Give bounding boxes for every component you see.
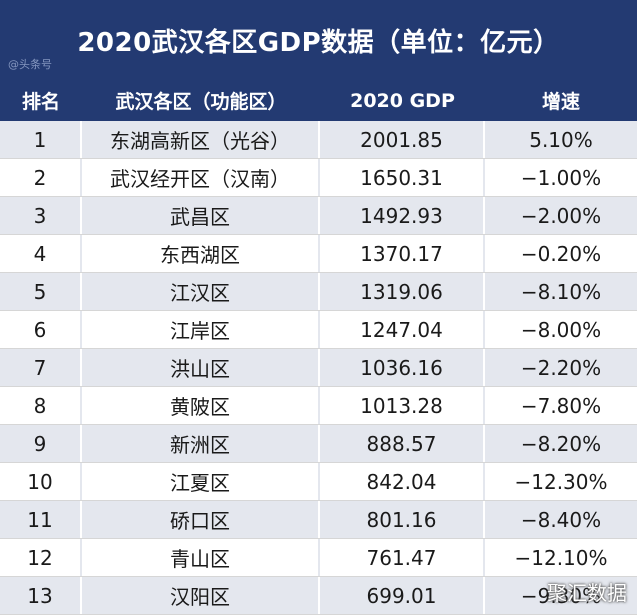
header-growth: 增速 — [541, 91, 580, 113]
district-cell: 武昌区 — [82, 197, 320, 234]
growth-cell: −1.00% — [520, 165, 602, 190]
rank-cell: 7 — [0, 349, 82, 386]
growth-cell: −8.00% — [520, 317, 602, 342]
district-cell: 江岸区 — [82, 311, 320, 348]
rank-cell: 6 — [0, 311, 82, 348]
district-cell: 东湖高新区（光谷） — [82, 121, 320, 158]
table-row: 3 武昌区 1492.93 −2.00% — [0, 197, 637, 235]
table-row: 9 新洲区 888.57 −8.20% — [0, 425, 637, 463]
header-district: 武汉各区（功能区） — [115, 91, 287, 113]
table-row: 2 武汉经开区（汉南） 1650.31 −1.00% — [0, 159, 637, 197]
table-row: 13 汉阳区 699.01 −9.30% — [0, 577, 637, 615]
district-cell: 青山区 — [82, 539, 320, 576]
rank-cell: 4 — [0, 235, 82, 272]
district-cell: 东西湖区 — [82, 235, 320, 272]
gdp-cell: 1247.04 — [320, 311, 485, 348]
growth-cell: −12.30% — [514, 469, 608, 494]
table-row: 5 江汉区 1319.06 −8.10% — [0, 273, 637, 311]
table-row: 12 青山区 761.47 −12.10% — [0, 539, 637, 577]
rank-cell: 8 — [0, 387, 82, 424]
rank-cell: 13 — [0, 577, 82, 614]
growth-cell: −8.10% — [520, 279, 602, 304]
growth-cell: −2.20% — [520, 355, 602, 380]
gdp-cell: 888.57 — [320, 425, 485, 462]
growth-cell: 5.10% — [529, 127, 593, 152]
rank-cell: 9 — [0, 425, 82, 462]
district-cell: 硚口区 — [82, 501, 320, 538]
gdp-cell: 761.47 — [320, 539, 485, 576]
growth-cell: −2.00% — [520, 203, 602, 228]
gdp-cell: 1370.17 — [320, 235, 485, 272]
district-cell: 汉阳区 — [82, 577, 320, 614]
growth-cell: −12.10% — [514, 545, 608, 570]
header-gdp: 2020 GDP — [350, 89, 455, 112]
gdp-cell: 1492.93 — [320, 197, 485, 234]
gdp-cell: 2001.85 — [320, 121, 485, 158]
table-row: 8 黄陂区 1013.28 −7.80% — [0, 387, 637, 425]
gdp-cell: 699.01 — [320, 577, 485, 614]
title-bar: 2020武汉各区GDP数据（单位：亿元） — [0, 0, 637, 80]
growth-cell: −9.30% — [520, 583, 602, 608]
rank-cell: 5 — [0, 273, 82, 310]
table-row: 4 东西湖区 1370.17 −0.20% — [0, 235, 637, 273]
gdp-cell: 801.16 — [320, 501, 485, 538]
gdp-cell: 1650.31 — [320, 159, 485, 196]
table-header: 排名 武汉各区（功能区） 2020 GDP 增速 — [0, 80, 637, 121]
table-row: 10 江夏区 842.04 −12.30% — [0, 463, 637, 501]
district-cell: 江夏区 — [82, 463, 320, 500]
gdp-cell: 842.04 — [320, 463, 485, 500]
watermark-top: @头条号 — [8, 58, 52, 71]
district-cell: 江汉区 — [82, 273, 320, 310]
rank-cell: 10 — [0, 463, 82, 500]
district-cell: 武汉经开区（汉南） — [82, 159, 320, 196]
table-row: 1 东湖高新区（光谷） 2001.85 5.10% — [0, 121, 637, 159]
header-rank: 排名 — [21, 91, 60, 113]
gdp-cell: 1036.16 — [320, 349, 485, 386]
growth-cell: −7.80% — [520, 393, 602, 418]
rank-cell: 2 — [0, 159, 82, 196]
rank-cell: 3 — [0, 197, 82, 234]
district-cell: 洪山区 — [82, 349, 320, 386]
table-row: 6 江岸区 1247.04 −8.00% — [0, 311, 637, 349]
growth-cell: −8.40% — [520, 507, 602, 532]
table-row: 11 硚口区 801.16 −8.40% — [0, 501, 637, 539]
gdp-cell: 1013.28 — [320, 387, 485, 424]
rank-cell: 11 — [0, 501, 82, 538]
growth-cell: −0.20% — [520, 241, 602, 266]
watermark-bottom: 聚汇数据 — [547, 581, 627, 605]
table-body: 1 东湖高新区（光谷） 2001.85 5.10% 2 武汉经开区（汉南） 1650.31 −… — [0, 121, 637, 615]
growth-cell: −8.20% — [520, 431, 602, 456]
rank-cell: 1 — [0, 121, 82, 158]
rank-cell: 12 — [0, 539, 82, 576]
district-cell: 黄陂区 — [82, 387, 320, 424]
district-cell: 新洲区 — [82, 425, 320, 462]
page-title: 2020武汉各区GDP数据（单位：亿元） — [77, 27, 560, 58]
gdp-cell: 1319.06 — [320, 273, 485, 310]
table-row: 7 洪山区 1036.16 −2.20% — [0, 349, 637, 387]
